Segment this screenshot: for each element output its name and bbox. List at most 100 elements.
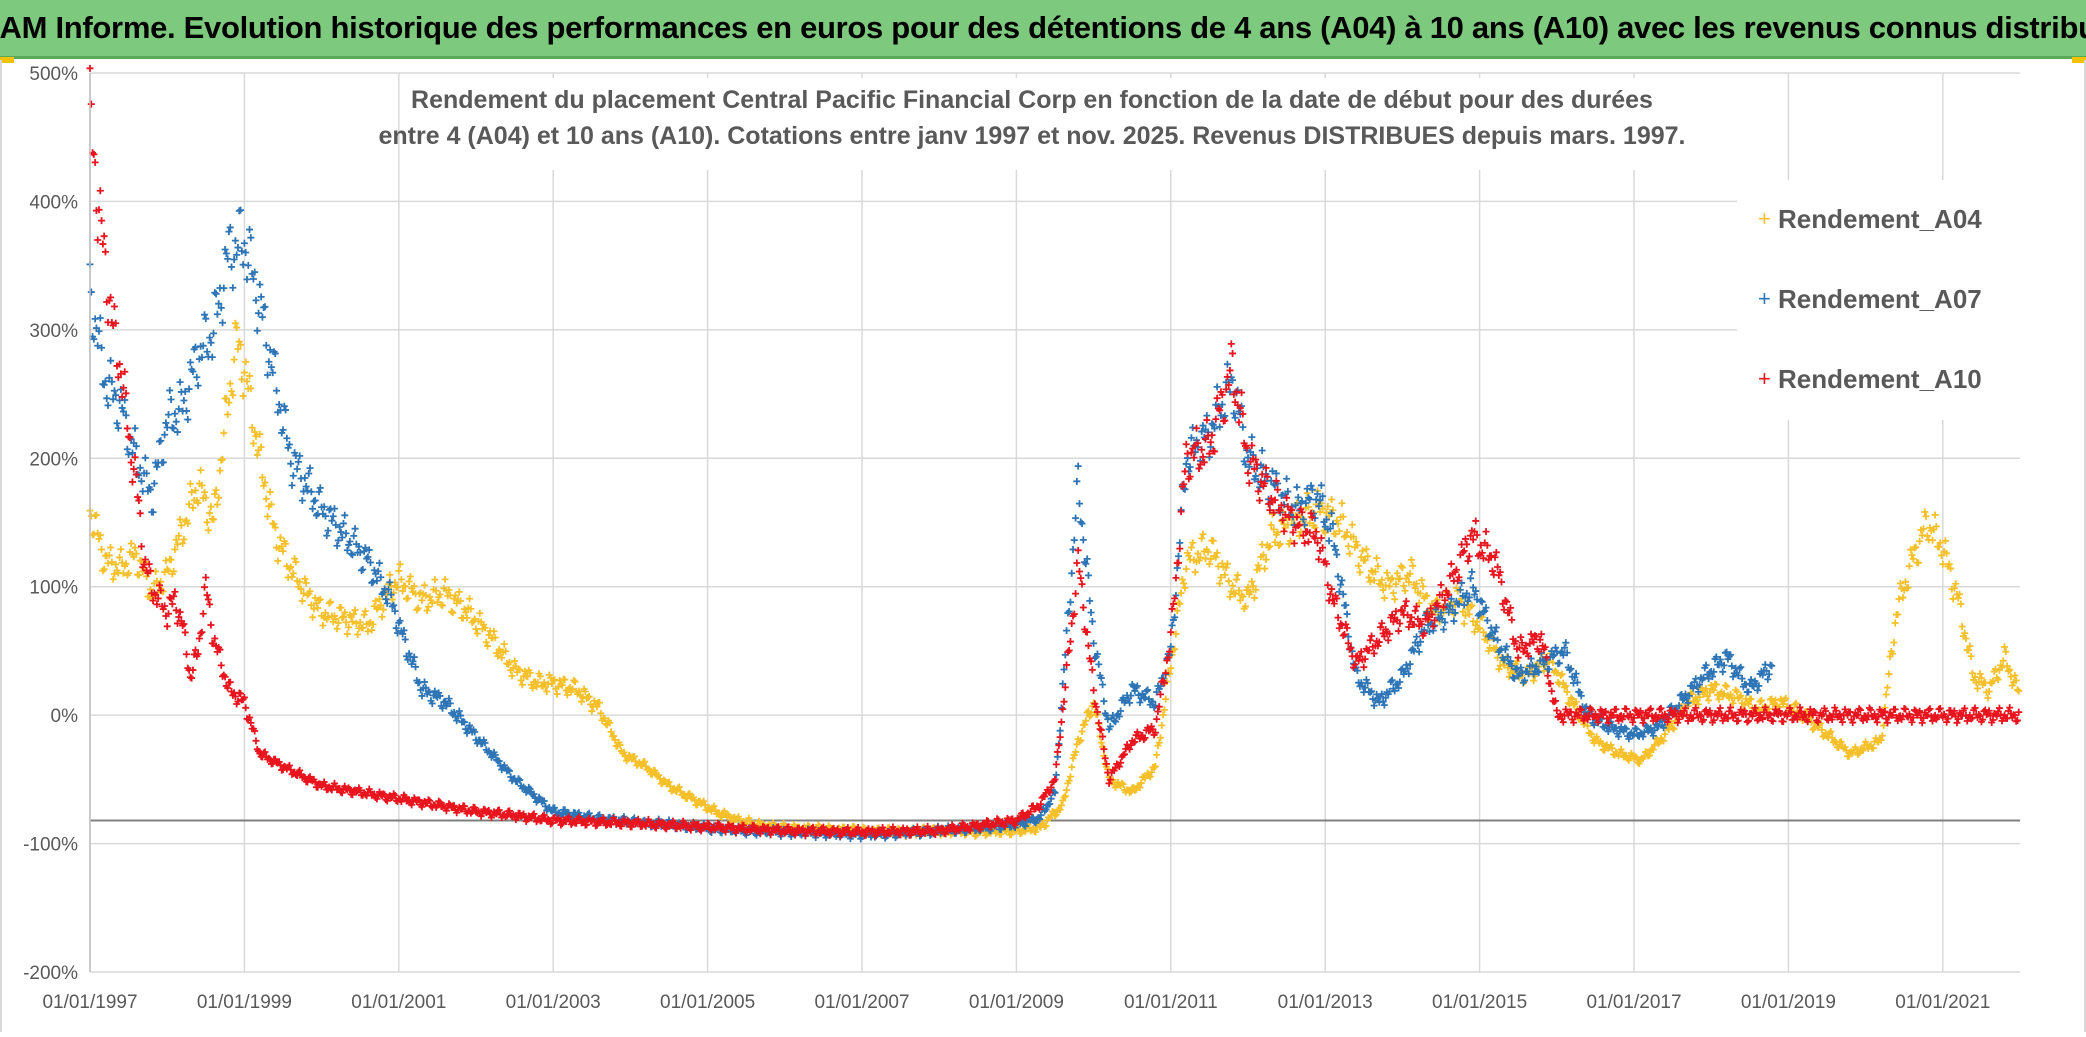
data-point xyxy=(1563,649,1571,657)
data-point xyxy=(1584,722,1592,730)
data-point xyxy=(1660,737,1668,745)
data-point xyxy=(1248,578,1256,586)
data-point xyxy=(215,494,223,502)
data-point xyxy=(446,699,454,707)
data-point xyxy=(1382,694,1390,702)
data-point xyxy=(1213,394,1221,402)
data-point xyxy=(94,236,102,244)
data-point xyxy=(1141,734,1149,742)
data-point xyxy=(377,573,385,581)
data-point xyxy=(704,819,712,827)
data-point xyxy=(1697,712,1705,720)
data-point xyxy=(171,410,179,418)
data-point xyxy=(1119,780,1127,788)
data-point xyxy=(1842,746,1850,754)
data-point xyxy=(94,342,102,350)
data-point xyxy=(153,463,161,471)
data-point xyxy=(1092,703,1100,711)
data-point xyxy=(1166,648,1174,656)
data-point xyxy=(1626,710,1634,718)
data-point xyxy=(204,596,212,604)
data-point xyxy=(1157,734,1165,742)
data-point xyxy=(310,497,318,505)
data-point xyxy=(346,538,354,546)
data-point xyxy=(1061,792,1069,800)
data-point xyxy=(1936,704,1944,712)
data-point xyxy=(1863,715,1871,723)
data-point xyxy=(118,393,126,401)
data-point xyxy=(1276,540,1284,548)
data-point xyxy=(1272,477,1280,485)
data-point xyxy=(193,373,201,381)
data-point xyxy=(207,621,215,629)
data-point xyxy=(1274,528,1282,536)
data-point xyxy=(386,578,394,586)
data-point xyxy=(379,606,387,614)
data-point xyxy=(125,433,133,441)
data-point xyxy=(872,831,880,839)
data-point xyxy=(1250,594,1258,602)
data-point xyxy=(1921,508,1929,516)
data-point xyxy=(412,663,420,671)
data-point xyxy=(360,611,368,619)
data-point xyxy=(1276,506,1284,514)
data-point xyxy=(1176,545,1184,553)
data-point xyxy=(333,625,341,633)
chart-area: 500% 400% 300% 200% 100% 0% -100% -200% 01/01/19… xyxy=(0,60,2086,1032)
data-point xyxy=(1414,642,1422,650)
data-point xyxy=(1315,555,1323,563)
data-point xyxy=(819,823,827,831)
data-point xyxy=(1544,672,1552,680)
data-point xyxy=(1227,340,1235,348)
data-point xyxy=(336,523,344,531)
data-point xyxy=(122,389,130,397)
data-point xyxy=(468,618,476,626)
data-point xyxy=(1160,706,1168,714)
data-point xyxy=(1909,555,1917,563)
data-point xyxy=(315,488,323,496)
data-point xyxy=(404,594,412,602)
data-point xyxy=(233,251,241,259)
data-point xyxy=(823,827,831,835)
data-point xyxy=(1075,500,1083,508)
data-point xyxy=(432,587,440,595)
data-point xyxy=(103,394,111,402)
data-point xyxy=(1479,628,1487,636)
data-point xyxy=(221,246,229,254)
data-point xyxy=(1011,821,1019,829)
data-point xyxy=(593,821,601,829)
data-point xyxy=(1437,581,1445,589)
data-point xyxy=(494,652,502,660)
data-point xyxy=(1171,613,1179,621)
data-point xyxy=(2011,671,2019,679)
data-point xyxy=(1151,729,1159,737)
data-point xyxy=(348,791,356,799)
data-point xyxy=(1465,593,1473,601)
data-point xyxy=(1923,712,1931,720)
data-point xyxy=(1559,651,1567,659)
data-point xyxy=(350,532,358,540)
data-point xyxy=(1460,547,1468,555)
data-point xyxy=(1347,644,1355,652)
data-point xyxy=(2015,687,2023,695)
data-point xyxy=(1057,801,1065,809)
data-point xyxy=(1517,633,1525,641)
y-tick-label: -200% xyxy=(23,963,78,984)
data-point xyxy=(517,676,525,684)
data-point xyxy=(1929,536,1937,544)
data-point xyxy=(1608,721,1616,729)
data-point xyxy=(1754,686,1762,694)
data-point xyxy=(1392,580,1400,588)
data-point xyxy=(593,703,601,711)
data-point xyxy=(1952,580,1960,588)
data-point xyxy=(224,684,232,692)
data-point xyxy=(705,820,713,828)
data-point xyxy=(1472,517,1480,525)
data-point xyxy=(258,473,266,481)
data-point xyxy=(1380,632,1388,640)
data-point xyxy=(1319,544,1327,552)
data-point xyxy=(1284,521,1292,529)
data-point xyxy=(184,416,192,424)
data-point xyxy=(338,789,346,797)
data-point xyxy=(1194,439,1202,447)
